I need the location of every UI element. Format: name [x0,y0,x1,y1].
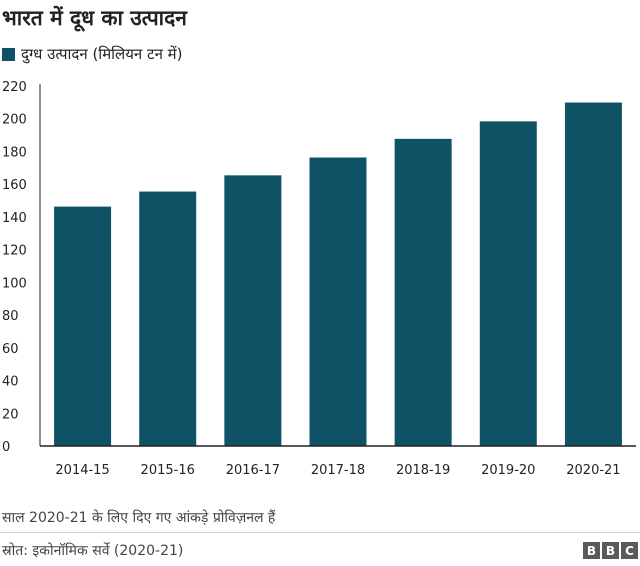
bar-2020-21 [564,102,622,446]
bbc-logo-letter-3: C [621,542,638,559]
y-tick-label: 40 [2,375,19,390]
y-tick-label: 60 [2,342,19,357]
legend: दुग्ध उत्पादन (मिलियन टन में) [2,44,183,64]
x-tick-label: 2018-19 [396,463,450,478]
bbc-logo-letter-1: B [583,542,600,559]
bbc-logo-letter-2: B [602,542,619,559]
chart-title: भारत में दूध का उत्पादन [2,6,187,30]
bar-2018-19 [394,138,452,446]
source-text: स्रोत: इकोनॉमिक सर्वे (2020-21) [2,543,184,559]
legend-swatch [2,47,15,61]
bbc-logo: B B C [583,542,638,559]
y-tick-label: 220 [2,80,27,95]
x-tick-label: 2016-17 [226,463,280,478]
bar-chart: 0 20 40 60 80 100 120 140 160 180 200 220 2014-15 201… [2,80,636,478]
y-tick-label: 120 [2,244,27,259]
y-tick-label: 20 [2,407,19,422]
bar-2015-16 [139,191,197,446]
x-tick-label: 2017-18 [311,463,365,478]
y-tick-label: 0 [2,440,10,455]
x-tick-label: 2015-16 [141,463,195,478]
y-tick-label: 100 [2,276,27,291]
bar-2016-17 [224,175,282,446]
x-tick-label: 2019-20 [481,463,535,478]
y-tick-label: 180 [2,145,27,160]
bar-2017-18 [309,157,367,446]
legend-label: दुग्ध उत्पादन (मिलियन टन में) [21,45,183,63]
footer-divider [0,532,640,533]
y-tick-label: 80 [2,309,19,324]
bar-2019-20 [479,121,537,446]
bar-2014-15 [54,206,112,446]
y-tick-label: 140 [2,211,27,226]
x-tick-label: 2014-15 [55,463,109,478]
y-tick-label: 160 [2,178,27,193]
y-tick-label: 200 [2,113,27,128]
x-tick-label: 2020-21 [566,463,620,478]
footnote: साल 2020-21 के लिए दिए गए आंकड़े प्रोविज… [2,510,276,526]
